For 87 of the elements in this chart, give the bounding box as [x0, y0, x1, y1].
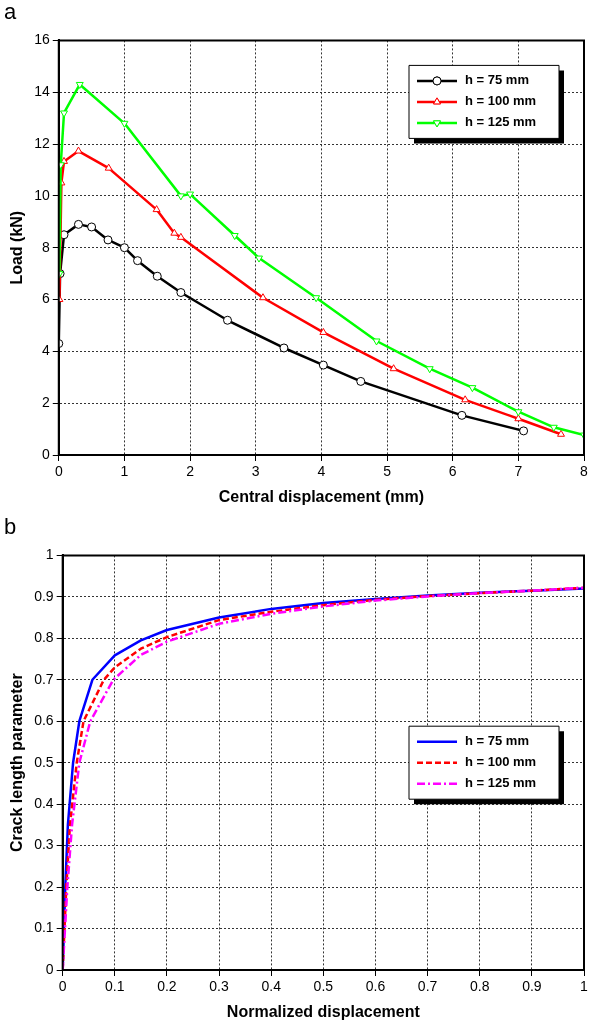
point	[75, 81, 84, 89]
point	[318, 360, 328, 370]
legend-label: h = 100 mm	[465, 93, 537, 109]
x-tick-label: 0.6	[365, 978, 386, 995]
point	[170, 228, 179, 236]
point	[356, 376, 366, 386]
legend-label: h = 125 mm	[465, 775, 537, 791]
y-tick-label: 0.9	[34, 587, 54, 604]
point	[468, 385, 477, 393]
x-tick-label: 6	[448, 463, 457, 480]
y-tick-label: 0.2	[34, 877, 54, 894]
y-tick-label: 16	[34, 31, 50, 48]
point	[514, 414, 523, 422]
point	[425, 366, 434, 374]
y-tick-label: 12	[34, 134, 50, 151]
x-axis-title: Normalized displacement	[226, 1002, 421, 1020]
point	[319, 327, 328, 335]
point	[152, 205, 161, 213]
x-tick-label: 8	[580, 463, 589, 480]
legend-label: h = 75 mm	[465, 72, 529, 88]
chart-title: a	[4, 0, 17, 25]
x-tick-label: 4	[317, 463, 326, 480]
point	[514, 409, 523, 417]
point	[120, 120, 129, 128]
y-tick-label: 6	[41, 290, 50, 307]
point	[255, 255, 263, 263]
point	[104, 163, 113, 171]
point	[457, 410, 467, 420]
y-tick-label: 0.5	[34, 753, 54, 770]
point	[186, 191, 195, 199]
x-tick-label: 0.9	[522, 978, 542, 995]
x-axis-title: Central displacement (mm)	[218, 487, 425, 505]
y-tick-label: 0.8	[34, 629, 54, 646]
point	[557, 429, 565, 437]
y-tick-label: 0.1	[34, 919, 54, 936]
point	[176, 288, 186, 298]
point	[258, 293, 267, 301]
x-tick-label: 0.8	[470, 978, 490, 995]
x-tick-label: 1	[580, 978, 589, 995]
point	[74, 146, 83, 154]
x-tick-label: 5	[383, 463, 392, 480]
point	[87, 222, 97, 232]
y-tick-label: 0	[41, 445, 50, 462]
y-tick-label: 0	[45, 960, 54, 977]
x-tick-label: 0.1	[105, 978, 125, 995]
y-tick-label: 2	[41, 394, 50, 411]
x-tick-label: 0.4	[261, 978, 282, 995]
point	[279, 343, 289, 353]
y-axis-title: Crack length parameter	[8, 673, 26, 853]
x-tick-label: 0	[58, 978, 67, 995]
point	[312, 295, 321, 303]
point	[519, 426, 529, 436]
legend-label: h = 125 mm	[465, 114, 537, 130]
point	[119, 243, 129, 253]
y-tick-label: 0.3	[34, 836, 54, 853]
legend-label: h = 75 mm	[465, 733, 529, 749]
point	[103, 235, 113, 245]
point	[389, 364, 398, 372]
x-tick-label: 0.3	[209, 978, 229, 995]
point	[176, 232, 185, 240]
point	[176, 193, 185, 201]
point	[372, 338, 381, 346]
x-tick-label: 3	[251, 463, 260, 480]
point	[223, 315, 232, 325]
y-tick-label: 1	[45, 546, 54, 563]
point	[73, 219, 83, 229]
chart-title: b	[4, 514, 17, 540]
x-tick-label: 1	[120, 463, 129, 480]
x-tick-label: 2	[186, 463, 195, 480]
point	[152, 271, 162, 281]
y-axis-title: Load (kN)	[8, 210, 26, 285]
point	[133, 256, 143, 266]
y-tick-label: 8	[41, 238, 50, 255]
y-tick-label: 0.4	[34, 795, 54, 812]
x-tick-label: 0.2	[157, 978, 177, 995]
y-tick-label: 4	[41, 342, 50, 359]
point	[461, 395, 470, 403]
point	[230, 233, 239, 241]
y-tick-label: 0.7	[34, 670, 54, 687]
x-tick-label: 0.7	[417, 978, 438, 995]
y-tick-label: 10	[34, 186, 50, 203]
x-tick-label: 7	[514, 463, 523, 480]
x-tick-label: 0.5	[313, 978, 334, 995]
y-tick-label: 0.6	[34, 712, 54, 729]
point	[549, 424, 558, 432]
legend-label: h = 100 mm	[465, 754, 537, 770]
y-tick-label: 14	[34, 83, 50, 100]
